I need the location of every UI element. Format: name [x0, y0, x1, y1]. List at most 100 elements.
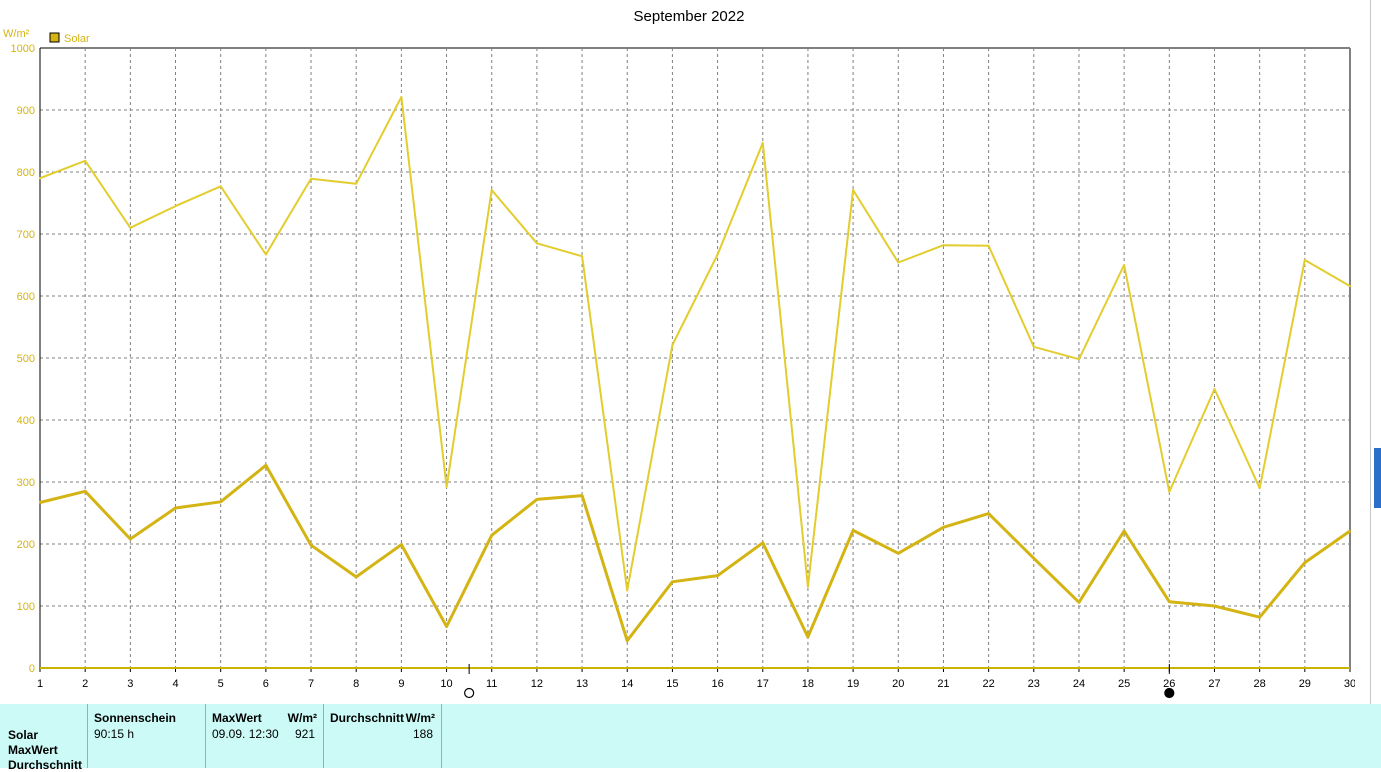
data-point-max	[1303, 259, 1306, 262]
y-axis-unit: W/m²	[3, 28, 30, 40]
y-tick-label: 900	[17, 105, 35, 117]
data-point-average	[1349, 529, 1351, 532]
average-header: Durchschnitt	[330, 711, 405, 725]
x-tick-label: 24	[1073, 678, 1085, 690]
data-point-average	[942, 526, 945, 529]
x-tick-label: 30	[1344, 678, 1356, 690]
legend-square-icon	[49, 32, 60, 43]
data-point-max	[535, 242, 538, 245]
y-tick-label: 800	[17, 167, 35, 179]
x-tick-label: 5	[218, 678, 224, 690]
data-point-max	[1349, 285, 1351, 288]
data-point-average	[1032, 557, 1035, 560]
x-tick-label: 18	[802, 678, 814, 690]
data-point-average	[1213, 605, 1216, 607]
data-point-max	[761, 141, 764, 144]
x-tick-label: 27	[1208, 678, 1220, 690]
x-tick-label: 3	[127, 678, 133, 690]
y-tick-label: 700	[17, 229, 35, 241]
data-point-max	[355, 182, 358, 185]
data-point-max	[1077, 358, 1080, 361]
data-point-average	[219, 500, 222, 503]
max-header: MaxWert	[212, 711, 262, 725]
new-moon-icon	[1164, 687, 1175, 699]
summary-panel: Solar MaxWert Durchschnitt Sonnenschein …	[0, 704, 1381, 772]
sunshine-header: Sonnenschein	[94, 711, 177, 725]
data-point-max	[445, 485, 448, 488]
data-point-max	[716, 253, 719, 256]
summary-row-labels: Solar MaxWert Durchschnitt	[0, 704, 88, 772]
data-point-average	[264, 464, 267, 467]
data-point-max	[1213, 388, 1216, 390]
data-point-average	[1258, 616, 1261, 619]
data-point-average	[581, 494, 584, 497]
row-label-average: Durchschnitt	[8, 758, 83, 772]
x-tick-label: 25	[1118, 678, 1130, 690]
data-point-average	[1123, 529, 1126, 532]
x-tick-label: 8	[353, 678, 359, 690]
right-window-accent	[1374, 448, 1381, 508]
chart-title: September 2022	[634, 8, 745, 25]
data-point-average	[174, 507, 177, 510]
day-markers	[464, 664, 1175, 699]
right-window-border	[1370, 0, 1371, 704]
x-tick-label: 2	[82, 678, 88, 690]
data-point-max	[84, 159, 87, 162]
summary-col-average: Durchschnitt W/m² 188	[324, 704, 442, 768]
data-point-max	[626, 589, 629, 592]
data-point-average	[129, 538, 132, 541]
x-tick-label: 16	[711, 678, 723, 690]
data-point-max	[806, 585, 809, 588]
data-point-max	[264, 253, 267, 256]
data-point-max	[581, 255, 584, 258]
data-point-average	[852, 529, 855, 532]
data-point-average	[626, 639, 629, 642]
sunshine-value: 90:15 h	[94, 727, 135, 741]
x-tick-label: 14	[621, 678, 633, 690]
average-unit: W/m²	[405, 711, 435, 725]
data-point-average	[535, 498, 538, 501]
data-point-average	[1168, 600, 1171, 603]
data-point-max	[174, 205, 177, 208]
x-tick-label: 12	[531, 678, 543, 690]
data-point-max	[1258, 487, 1261, 490]
x-tick-label: 9	[398, 678, 404, 690]
data-point-average	[400, 543, 403, 546]
summary-col-sunshine: Sonnenschein 90:15 h	[88, 704, 206, 768]
data-point-average	[84, 490, 87, 493]
x-tick-label: 28	[1254, 678, 1266, 690]
y-tick-label: 400	[17, 415, 35, 427]
data-point-average	[310, 544, 313, 547]
data-point-max	[310, 177, 313, 180]
series-line-average	[39, 463, 1351, 643]
y-tick-label: 200	[17, 539, 35, 551]
data-point-max	[39, 177, 41, 180]
right-window-strip	[1355, 0, 1381, 704]
x-tick-label: 15	[666, 678, 678, 690]
x-tick-label: 23	[1028, 678, 1040, 690]
x-tick-label: 7	[308, 678, 314, 690]
data-point-max	[1168, 490, 1171, 493]
data-point-max	[129, 226, 132, 229]
y-tick-label: 300	[17, 477, 35, 489]
x-tick-label: 20	[892, 678, 904, 690]
x-tick-label: 26	[1163, 678, 1175, 690]
legend-label-solar: Solar	[64, 33, 90, 45]
x-tick-label: 21	[937, 678, 949, 690]
data-point-average	[806, 636, 809, 638]
data-point-max	[671, 343, 674, 346]
summary-col-max: MaxWert W/m² 09.09. 12:30 921	[206, 704, 324, 768]
data-point-max	[942, 244, 945, 247]
data-point-average	[897, 552, 900, 555]
full-moon-icon	[464, 687, 475, 699]
x-tick-label: 1	[37, 678, 43, 690]
data-point-max	[897, 261, 900, 264]
data-point-average	[987, 512, 990, 515]
data-point-average	[39, 501, 41, 504]
x-tick-label: 4	[172, 678, 178, 690]
data-point-average	[671, 580, 674, 583]
average-value: 188	[412, 727, 433, 741]
data-point-max	[490, 188, 493, 191]
x-tick-label: 6	[263, 678, 269, 690]
